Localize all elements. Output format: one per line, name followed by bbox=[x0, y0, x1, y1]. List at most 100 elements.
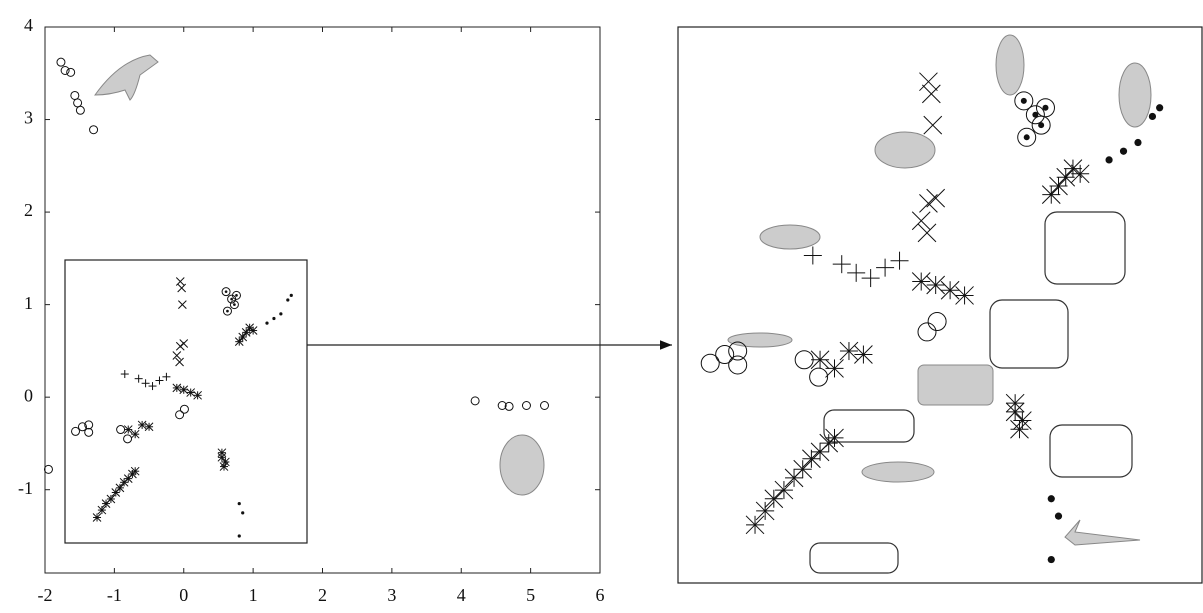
marker-stroke bbox=[90, 126, 98, 134]
point bbox=[61, 66, 69, 74]
point bbox=[238, 502, 241, 505]
point bbox=[290, 294, 293, 297]
point bbox=[826, 429, 844, 447]
x-tick-label: 6 bbox=[596, 585, 605, 605]
point bbox=[173, 352, 181, 360]
marker-stroke bbox=[85, 428, 93, 436]
thumbnails bbox=[95, 35, 1151, 545]
point bbox=[124, 435, 132, 443]
point bbox=[919, 73, 937, 91]
point bbox=[242, 328, 250, 336]
marker-stroke bbox=[44, 465, 52, 473]
point bbox=[265, 322, 268, 325]
dinosaur-thumb bbox=[95, 55, 158, 100]
point bbox=[802, 450, 820, 468]
point bbox=[178, 301, 186, 309]
point bbox=[833, 255, 851, 273]
point bbox=[117, 426, 125, 434]
point bbox=[765, 490, 783, 508]
x-tick-label: -1 bbox=[107, 585, 122, 605]
point bbox=[180, 386, 188, 394]
point bbox=[178, 284, 186, 292]
point bbox=[76, 106, 84, 114]
point bbox=[924, 116, 942, 134]
point bbox=[912, 273, 930, 291]
y-tick-label: 0 bbox=[24, 385, 33, 405]
point bbox=[1006, 394, 1024, 412]
point bbox=[795, 351, 813, 369]
point bbox=[124, 426, 132, 434]
point bbox=[155, 377, 163, 385]
x-tick-label: 2 bbox=[318, 585, 327, 605]
marker-dot bbox=[226, 310, 229, 313]
point bbox=[135, 375, 143, 383]
point bbox=[891, 252, 909, 270]
y-tick-label: 1 bbox=[24, 293, 33, 313]
point bbox=[862, 269, 880, 287]
point bbox=[840, 342, 858, 360]
point bbox=[121, 370, 129, 378]
point bbox=[131, 467, 139, 475]
thumb-frame bbox=[1050, 425, 1132, 477]
point bbox=[1048, 556, 1055, 563]
marker-dot bbox=[1156, 104, 1163, 111]
marker-stroke bbox=[180, 405, 188, 413]
point bbox=[1134, 139, 1141, 146]
cow-thumb bbox=[875, 132, 935, 168]
car-thumb bbox=[862, 462, 934, 482]
point bbox=[876, 259, 894, 277]
x-tick-label: 1 bbox=[249, 585, 258, 605]
marker-dot bbox=[1048, 495, 1055, 502]
marker-dot bbox=[1149, 113, 1156, 120]
y-tick-label: 4 bbox=[24, 15, 33, 35]
point bbox=[116, 484, 124, 492]
marker-stroke bbox=[716, 346, 734, 364]
point bbox=[1055, 513, 1062, 520]
marker-stroke bbox=[928, 313, 946, 331]
point bbox=[220, 463, 228, 471]
point bbox=[804, 246, 822, 264]
x-tick-label: 4 bbox=[457, 585, 466, 605]
marker-dot bbox=[225, 290, 228, 293]
point bbox=[93, 513, 101, 521]
point bbox=[138, 421, 146, 429]
marker-dot bbox=[1042, 105, 1048, 111]
point bbox=[272, 317, 275, 320]
point bbox=[1057, 168, 1075, 186]
marker-dot bbox=[290, 294, 293, 297]
point bbox=[131, 430, 139, 438]
marker-dot bbox=[233, 303, 236, 306]
jet-thumb bbox=[1065, 520, 1140, 545]
y-tick-label: 2 bbox=[24, 200, 33, 220]
point bbox=[180, 405, 188, 413]
marker-dot bbox=[1021, 98, 1027, 104]
point bbox=[222, 288, 230, 296]
point bbox=[249, 327, 257, 335]
marker-stroke bbox=[67, 68, 75, 76]
point bbox=[775, 481, 793, 499]
point bbox=[1042, 186, 1060, 204]
point bbox=[67, 68, 75, 76]
figure: -2-10123456-101234 bbox=[0, 0, 1203, 608]
thumb-frame bbox=[1045, 212, 1125, 284]
marker-dot bbox=[238, 534, 241, 537]
point bbox=[286, 298, 289, 301]
marker-stroke bbox=[124, 435, 132, 443]
point bbox=[239, 333, 247, 341]
marker-dot bbox=[241, 511, 244, 514]
point bbox=[1156, 104, 1163, 111]
point bbox=[918, 323, 936, 341]
marker-stroke bbox=[57, 58, 65, 66]
marker-stroke bbox=[918, 323, 936, 341]
cat-thumb bbox=[760, 225, 820, 249]
point bbox=[218, 449, 226, 457]
marker-dot bbox=[1048, 556, 1055, 563]
point bbox=[716, 346, 734, 364]
marker-stroke bbox=[176, 411, 184, 419]
point bbox=[107, 495, 115, 503]
point bbox=[187, 389, 195, 397]
point bbox=[1010, 420, 1028, 438]
point bbox=[57, 58, 65, 66]
point bbox=[180, 339, 188, 347]
figure-thumb bbox=[1119, 63, 1151, 127]
